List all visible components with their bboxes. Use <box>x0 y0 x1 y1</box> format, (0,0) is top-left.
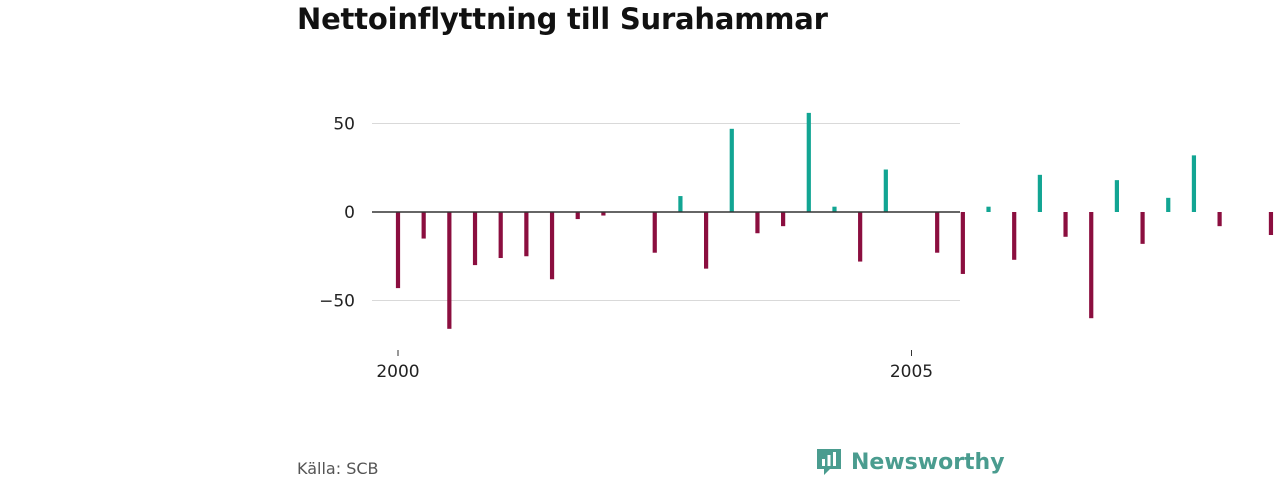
bar <box>781 212 786 227</box>
bar-chart-logo-icon <box>817 449 841 475</box>
y-tick-label: 0 <box>344 203 355 223</box>
bar <box>549 212 555 280</box>
bar <box>1114 180 1119 212</box>
bar <box>1089 212 1094 319</box>
bar <box>1217 212 1222 227</box>
bar <box>1191 155 1197 212</box>
bar <box>1063 212 1068 237</box>
bar <box>395 212 401 289</box>
bar <box>704 212 709 269</box>
bar-layer <box>395 112 1274 329</box>
grid-layer <box>372 123 960 301</box>
bar <box>729 128 734 212</box>
bar <box>447 212 452 329</box>
bar <box>678 196 683 212</box>
bar <box>1037 174 1042 212</box>
bar <box>472 212 478 266</box>
y-tick-label: 50 <box>333 115 355 135</box>
bar <box>755 212 760 234</box>
bar <box>960 212 965 274</box>
bar <box>986 206 991 212</box>
bar <box>601 212 606 216</box>
x-tick-label: 2005 <box>890 362 933 382</box>
bar <box>421 212 426 239</box>
bar <box>935 212 940 253</box>
source-note: Källa: SCB <box>297 459 379 478</box>
bar <box>652 212 657 253</box>
bar <box>498 212 503 259</box>
bar <box>524 212 529 257</box>
bar <box>575 212 580 220</box>
chart-title: Nettoinflyttning till Surahammar <box>297 2 828 36</box>
axis-layer: 500−50200020052010201520202025 <box>319 115 960 382</box>
bar <box>832 206 837 212</box>
bar <box>1012 212 1017 260</box>
bar <box>806 112 811 212</box>
bar <box>1268 212 1274 236</box>
bar <box>883 169 888 212</box>
bar <box>1166 197 1171 212</box>
y-tick-label: −50 <box>319 292 355 312</box>
brand-logo[interactable]: Newsworthy <box>815 447 1005 477</box>
brand-name: Newsworthy <box>851 449 1005 475</box>
bar <box>858 212 863 262</box>
bar <box>1140 212 1145 244</box>
x-tick-label: 2000 <box>376 362 419 382</box>
